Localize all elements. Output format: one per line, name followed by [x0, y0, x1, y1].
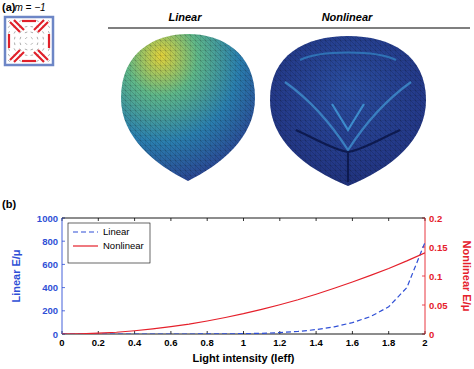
x-axis-label: Light intensity (Ieff): [192, 352, 294, 364]
director: [8, 31, 9, 33]
column-header: Nonlinear: [322, 11, 373, 23]
series-line: [62, 253, 425, 334]
legend: Linear Nonlinear: [68, 223, 150, 263]
director: [14, 31, 15, 33]
figure: (a)m = −1LinearNonlinear(b)00.20.40.60.8…: [0, 0, 474, 369]
director: [36, 60, 38, 61]
fold: [347, 152, 349, 182]
y2-tick-label: 0.05: [429, 300, 448, 311]
x-tick-label: 0.4: [128, 337, 142, 348]
legend-swatch: [73, 245, 98, 246]
fold: [285, 82, 411, 150]
legend-swatch: [73, 231, 98, 232]
nonlinear-shape: [270, 36, 426, 186]
y-axis: [62, 218, 63, 334]
legend-label: Nonlinear: [103, 240, 144, 251]
x-tick-label: 1.6: [346, 337, 359, 348]
director: [8, 60, 10, 62]
director: [48, 60, 50, 62]
y-tick-label: 600: [42, 259, 58, 270]
fold: [300, 53, 396, 61]
legend-box: [68, 223, 150, 263]
x-tick-label: 1.2: [273, 337, 286, 348]
director-red: [48, 34, 50, 48]
pattern-label: m = −1: [14, 2, 45, 13]
header-rule: [108, 27, 470, 28]
x-axis: [62, 334, 425, 335]
director: [48, 48, 49, 50]
y-tick-label: 200: [42, 305, 58, 316]
director: [8, 54, 10, 56]
director: [8, 48, 9, 50]
director: [42, 43, 44, 46]
director: [31, 31, 33, 33]
pattern-square: [5, 17, 53, 65]
director: [48, 26, 50, 28]
nonlinear-mesh: [270, 36, 426, 186]
x-tick-label: 0.8: [201, 337, 214, 348]
director: [42, 37, 44, 40]
director: [25, 49, 27, 51]
column-header: Linear: [168, 11, 202, 23]
director-red: [8, 34, 10, 48]
y2-tick-label: 0.2: [429, 213, 442, 224]
y-axis-label: Linear E/μ: [10, 249, 22, 302]
director: [19, 60, 21, 61]
x-tick-label: 2: [422, 337, 427, 348]
director: [37, 43, 39, 45]
director: [14, 48, 15, 50]
director: [25, 54, 28, 56]
director: [25, 26, 28, 28]
y2-tick-label: 0: [429, 329, 434, 340]
legend-label: Linear: [103, 226, 129, 237]
director: [19, 43, 21, 45]
director: [43, 31, 44, 33]
director: [14, 37, 16, 40]
director-red: [22, 20, 36, 22]
director: [25, 43, 27, 45]
director: [25, 37, 27, 39]
director: [8, 26, 10, 28]
director: [31, 26, 34, 27]
frame-top: [62, 218, 425, 219]
panel-label: (b): [2, 198, 16, 210]
director: [31, 37, 33, 39]
director: [25, 31, 27, 33]
director: [48, 31, 49, 33]
director: [8, 20, 10, 22]
director: [36, 20, 38, 21]
y2-axis: [425, 218, 426, 334]
y2-tick-label: 0.1: [429, 271, 443, 282]
y2-tick-label: 0.15: [429, 242, 448, 253]
director: [31, 43, 33, 45]
x-tick-label: 1: [241, 337, 247, 348]
director: [31, 49, 33, 51]
y2-axis-label: Nonlinear E/μ: [461, 241, 473, 312]
fold: [332, 104, 364, 130]
linear-mesh: [121, 34, 255, 181]
fold: [296, 130, 400, 152]
x-tick-label: 0.2: [92, 337, 105, 348]
director: [31, 54, 34, 56]
y-tick-label: 400: [42, 282, 58, 293]
linear-shape: [121, 34, 255, 181]
y-tick-label: 800: [42, 236, 58, 247]
director: [14, 43, 15, 46]
x-tick-label: 1.8: [382, 337, 395, 348]
y-tick-label: 1000: [37, 213, 58, 224]
y-tick-label: 0: [53, 329, 58, 340]
director: [19, 37, 21, 39]
director: [48, 54, 50, 56]
pattern-frame: [5, 17, 53, 65]
axes: 00.20.40.60.811.21.41.61.820200400600800…: [10, 213, 473, 365]
x-tick-label: 1.4: [309, 337, 323, 348]
x-tick-label: 0.6: [164, 337, 177, 348]
director: [48, 20, 50, 22]
director: [37, 37, 39, 39]
director: [19, 20, 21, 21]
director: [43, 48, 44, 50]
director-red: [22, 60, 36, 62]
x-tick-label: 0: [59, 337, 64, 348]
